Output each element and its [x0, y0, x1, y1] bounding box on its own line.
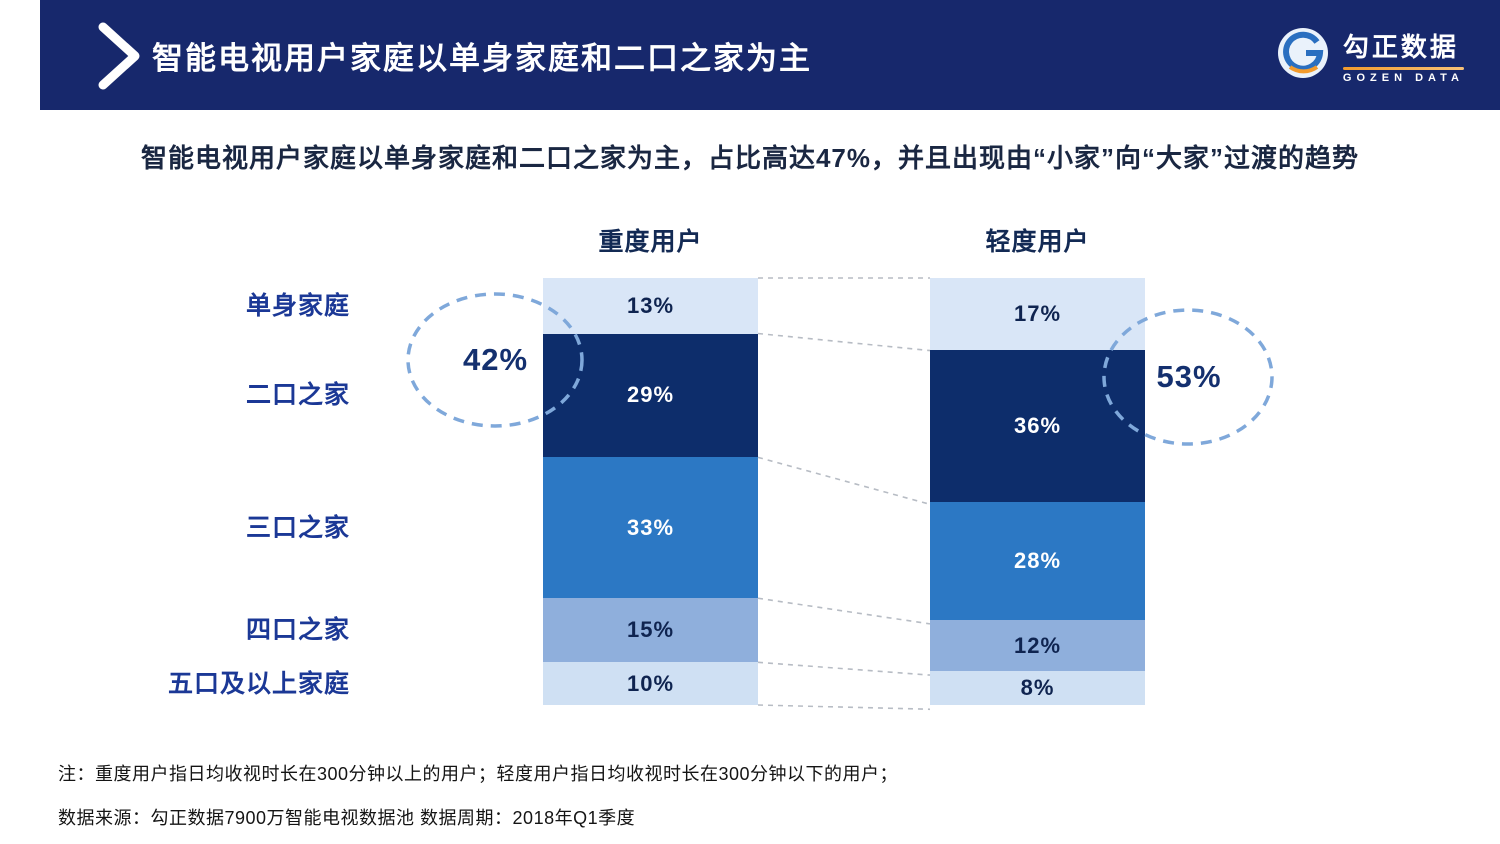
- bar-segment-light-4: 12%: [930, 620, 1145, 672]
- header-band: [40, 0, 1500, 110]
- column-header-heavy-users: 重度用户: [598, 228, 703, 256]
- segment-value-label: 8%: [1020, 675, 1055, 701]
- annotation-label-right: 53%: [1156, 359, 1222, 394]
- segment-value-label: 33%: [626, 514, 675, 540]
- category-label-5: 五口及以上家庭: [167, 669, 350, 698]
- segment-value-label: 13%: [626, 292, 675, 318]
- connector-line: [757, 456, 931, 506]
- logo-text-block: 勾正数据 GOZEN DATA: [1342, 27, 1464, 84]
- annotation-label-left: 42%: [462, 341, 529, 377]
- subtitle: 智能电视用户家庭以单身家庭和二口之家为主，占比高达47%，并且出现由“小家”向“…: [140, 143, 1360, 173]
- category-label-4: 四口之家: [245, 616, 350, 645]
- logo-tagline: GOZEN DATA: [1342, 71, 1464, 84]
- connector-line: [757, 597, 931, 625]
- segment-value-label: 12%: [1013, 632, 1062, 658]
- segment-value-label: 28%: [1013, 548, 1062, 574]
- bar-segment-heavy-3: 33%: [543, 457, 758, 599]
- footnote-definition: 注：重度用户指日均收视时长在300分钟以上的用户；轻度用户指日均收视时长在300…: [58, 764, 899, 784]
- logo-underline: [1342, 66, 1464, 70]
- bar-segment-light-3: 28%: [930, 502, 1145, 621]
- connector-line: [757, 704, 931, 711]
- category-label-1: 单身家庭: [245, 291, 350, 320]
- connector-line: [757, 332, 931, 352]
- stacked-bar-light-users: 17% 36% 28% 12% 8%: [930, 278, 1145, 705]
- page-title: 智能电视用户家庭以单身家庭和二口之家为主: [152, 40, 812, 76]
- gozen-logo: 勾正数据 GOZEN DATA: [1275, 0, 1464, 110]
- segment-value-label: 17%: [1013, 300, 1062, 326]
- gozen-logo-icon: [1275, 25, 1331, 86]
- bar-segment-heavy-5: 10%: [543, 662, 758, 705]
- segment-value-label: 36%: [1013, 412, 1062, 438]
- bar-segment-light-5: 8%: [930, 671, 1145, 705]
- category-label-2: 二口之家: [245, 381, 350, 410]
- category-label-3: 三口之家: [245, 513, 350, 542]
- bar-segment-heavy-4: 15%: [543, 598, 758, 663]
- connector-line: [757, 661, 931, 676]
- segment-value-label: 15%: [626, 617, 675, 643]
- column-header-light-users: 轻度用户: [985, 228, 1090, 256]
- chevron-right-icon: [95, 21, 143, 96]
- footnote-source: 数据来源：勾正数据7900万智能电视数据池 数据周期：2018年Q1季度: [58, 808, 636, 828]
- segment-value-label: 29%: [626, 382, 675, 408]
- logo-name: 勾正数据: [1342, 31, 1459, 62]
- segment-value-label: 10%: [626, 670, 675, 696]
